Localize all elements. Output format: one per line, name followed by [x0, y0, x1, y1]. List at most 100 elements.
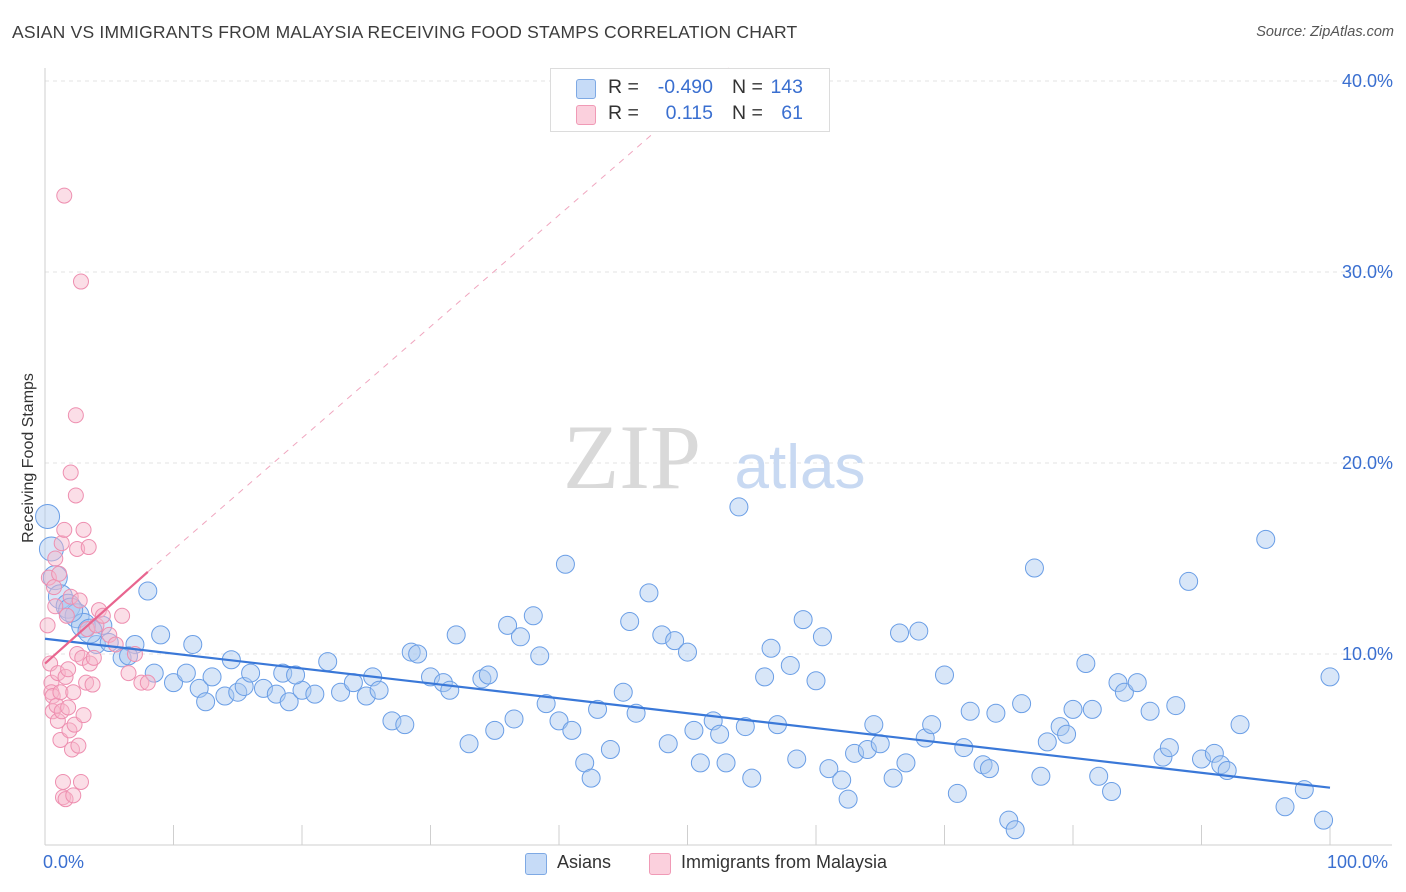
malaysia-point — [56, 187, 73, 204]
asians-point — [1050, 717, 1070, 737]
asians-point — [202, 667, 222, 687]
asians-point — [1063, 699, 1083, 719]
asians-point — [176, 663, 196, 683]
malaysia-point — [139, 674, 156, 691]
asians-point — [253, 678, 273, 698]
asians-point — [1057, 724, 1077, 744]
asians-point — [1102, 782, 1122, 802]
asians-point — [620, 612, 640, 632]
y-axis-label: Receiving Food Stamps — [20, 373, 37, 543]
asians-point — [812, 627, 832, 647]
malaysia-point — [57, 791, 74, 808]
y-tick-label-4: 40.0% — [1342, 71, 1393, 91]
series-malaysia — [39, 187, 156, 808]
legend-n-label: N = — [732, 76, 763, 98]
asians-point — [549, 711, 569, 731]
asians-point — [832, 770, 852, 790]
asians-point — [1320, 667, 1340, 687]
asians-point — [1204, 743, 1224, 763]
asians-point — [38, 536, 64, 562]
asians-point — [1179, 571, 1199, 591]
asians-point — [536, 694, 556, 714]
malaysia-point — [54, 789, 71, 806]
asians-point — [819, 759, 839, 779]
legend-n-value: 61 — [781, 102, 803, 124]
series-legend: Asians Immigrants from Malaysia — [0, 851, 1406, 877]
asians-point — [446, 625, 466, 645]
malaysia-point — [120, 665, 137, 682]
malaysia-point — [39, 617, 56, 634]
asians-point — [1275, 797, 1295, 817]
watermark: ZIP atlas — [563, 406, 865, 508]
malaysia-point — [47, 598, 64, 615]
legend-r-value: -0.490 — [657, 76, 713, 98]
asians-point — [755, 667, 775, 687]
asians-point — [678, 642, 697, 662]
asians-point — [1114, 682, 1134, 702]
malaysia-point — [69, 540, 86, 557]
axes — [44, 68, 1392, 846]
asians-point — [318, 652, 338, 672]
asians-point — [1166, 696, 1186, 716]
asians-point — [613, 682, 633, 702]
legend-n-label: N = — [732, 102, 763, 124]
series-asians — [35, 497, 1340, 840]
asians-point — [729, 497, 749, 517]
asians-point — [838, 789, 858, 809]
data-points — [35, 187, 1340, 840]
asians-point — [658, 734, 678, 754]
legend-label-asians: Asians — [557, 852, 612, 872]
asians-point — [909, 621, 929, 641]
asians-point — [806, 671, 826, 691]
asians-point — [421, 667, 440, 687]
malaysia-point — [101, 626, 118, 643]
asians-point — [504, 709, 524, 729]
asians-point — [639, 583, 659, 603]
asians-point — [896, 753, 916, 773]
asians-point — [510, 627, 530, 647]
asians-point — [1024, 558, 1044, 578]
asians-point — [1230, 715, 1250, 735]
malaysia-point — [94, 607, 111, 624]
asians-point — [870, 734, 890, 754]
asians-point — [408, 644, 428, 664]
asians-point — [935, 665, 954, 685]
malaysia-point — [114, 607, 131, 624]
y-tick-label-3: 30.0% — [1342, 262, 1393, 282]
asians-point — [883, 768, 903, 788]
malaysia-point — [40, 569, 57, 586]
asians-point — [530, 646, 550, 666]
malaysia-point — [80, 539, 97, 556]
malaysia-point — [133, 674, 150, 691]
asians-point — [196, 692, 216, 712]
malaysia-point — [53, 535, 70, 552]
asians-point — [1082, 699, 1102, 719]
asians-point — [356, 686, 376, 706]
malaysia-point — [65, 787, 82, 804]
malaysia-point — [75, 521, 92, 538]
asians-point — [144, 663, 164, 683]
asians-point — [343, 673, 363, 693]
gridlines — [45, 80, 1392, 655]
asians-point — [459, 734, 479, 754]
asians-point — [164, 673, 183, 693]
malaysia-point — [67, 487, 84, 504]
asians-point — [986, 703, 1006, 723]
asians-point — [652, 625, 672, 645]
asians-point — [999, 810, 1019, 830]
asians-point — [562, 720, 582, 740]
asians-point — [138, 581, 158, 601]
malaysia-point — [84, 676, 101, 693]
asians-point — [864, 715, 884, 735]
asians-point — [581, 768, 601, 788]
malaysia-point — [45, 579, 62, 596]
legend-n-value: 143 — [770, 76, 803, 98]
asians-point — [485, 720, 505, 740]
malaysia-point — [107, 636, 124, 653]
asians-point — [183, 634, 203, 654]
asians-point — [523, 606, 543, 626]
asians-point — [793, 610, 813, 630]
x-tick-label-max: 100.0% — [1327, 852, 1389, 872]
legend-row-asians: R = -0.490 N = 143 — [551, 75, 829, 101]
